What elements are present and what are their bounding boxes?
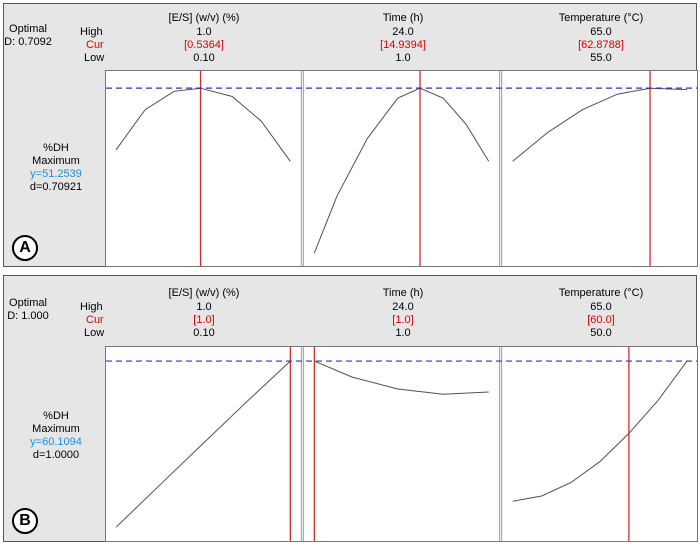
- response-d-value: d=1.0000: [32, 449, 80, 461]
- factor-low: 0.10: [193, 52, 215, 64]
- factor-high: 1.0: [196, 26, 212, 38]
- factor-high: 1.0: [196, 301, 212, 313]
- response-curve: [115, 87, 291, 162]
- response-y-value: y=60.1094: [30, 436, 82, 448]
- response-curve: [314, 360, 489, 395]
- response-curve: [115, 360, 291, 528]
- factor-high: 24.0: [392, 301, 414, 313]
- factor-current: [1.0]: [193, 314, 215, 326]
- factor-name: [E/S] (w/v) (%): [168, 287, 240, 299]
- factor-high: 24.0: [392, 26, 414, 38]
- factor-current: [1.0]: [392, 314, 414, 326]
- response-name: %DH: [43, 142, 69, 154]
- factor-high: 65.0: [590, 301, 612, 313]
- factor-name: Time (h): [382, 12, 424, 24]
- response-curve: [512, 360, 688, 502]
- row-label-cur: Cur: [86, 39, 104, 51]
- prediction-profile-svg: [106, 347, 697, 541]
- response-y-value: y=51.2539: [30, 168, 82, 180]
- response-goal: Maximum: [32, 155, 80, 167]
- factor-high: 65.0: [590, 26, 612, 38]
- response-goal: Maximum: [32, 423, 80, 435]
- factor-low: 0.10: [193, 327, 215, 339]
- row-label-low: Low: [84, 327, 105, 339]
- response-name: %DH: [43, 410, 69, 422]
- plot-area: [105, 346, 698, 542]
- factor-name: Temperature (°C): [558, 287, 644, 299]
- row-label-cur: Cur: [86, 314, 104, 326]
- factor-low: 50.0: [590, 327, 612, 339]
- prediction-profile-svg: [106, 71, 697, 266]
- factor-name: Time (h): [382, 287, 424, 299]
- response-curve: [512, 87, 688, 162]
- response-curve: [313, 87, 490, 254]
- response-d-value: d=0.70921: [29, 181, 83, 193]
- desirability-d-label: D: 0.7092: [4, 36, 52, 48]
- factor-low: 55.0: [590, 52, 612, 64]
- optimization-panel-a: Optimal D: 0.7092 High Cur Low [E/S] (w/…: [3, 3, 698, 267]
- optimal-label: Optimal: [9, 23, 47, 35]
- row-label-high: High: [80, 301, 103, 313]
- factor-name: [E/S] (w/v) (%): [168, 12, 240, 24]
- factor-low: 1.0: [395, 52, 411, 64]
- panel-letter-badge: B: [12, 508, 38, 534]
- row-label-low: Low: [84, 52, 105, 64]
- factor-current: [62.8788]: [578, 39, 624, 51]
- desirability-d-label: D: 1.000: [7, 310, 49, 322]
- optimization-panel-b: Optimal D: 1.000 High Cur Low [E/S] (w/v…: [3, 275, 698, 542]
- factor-low: 1.0: [395, 327, 411, 339]
- optimal-label: Optimal: [9, 297, 47, 309]
- factor-current: [0.5364]: [184, 39, 224, 51]
- factor-current: [14.9394]: [380, 39, 426, 51]
- row-label-high: High: [80, 26, 103, 38]
- factor-current: [60.0]: [587, 314, 615, 326]
- plot-area: [105, 70, 698, 267]
- factor-name: Temperature (°C): [558, 12, 644, 24]
- panel-letter-badge: A: [12, 235, 38, 261]
